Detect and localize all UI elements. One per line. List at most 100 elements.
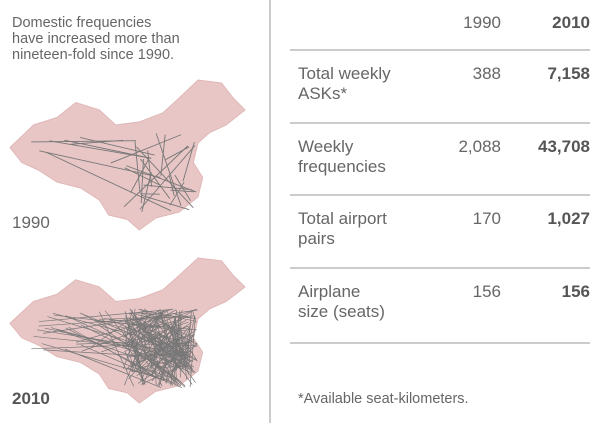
caption-line: nineteen-fold since 1990. xyxy=(12,47,174,63)
route xyxy=(81,308,197,352)
row-label: frequencies xyxy=(298,157,386,176)
route xyxy=(141,338,174,353)
route xyxy=(156,359,165,380)
row-label: Airplane xyxy=(298,282,360,301)
route xyxy=(189,317,196,388)
route xyxy=(134,141,141,193)
row-label: size (seats) xyxy=(298,302,385,321)
route xyxy=(127,317,185,358)
route xyxy=(99,311,135,387)
route xyxy=(65,327,183,389)
cell-value: 388 xyxy=(473,64,501,83)
map xyxy=(9,257,246,404)
route xyxy=(130,309,181,370)
route xyxy=(79,137,155,156)
row-label: Weekly xyxy=(298,137,354,156)
route xyxy=(103,318,163,327)
route xyxy=(155,133,182,206)
route xyxy=(99,321,189,343)
route xyxy=(76,341,130,345)
route xyxy=(131,310,144,373)
cell-value: 1,027 xyxy=(547,209,590,228)
route xyxy=(75,314,173,343)
row-label: ASKs* xyxy=(298,84,348,103)
route xyxy=(157,337,164,353)
route xyxy=(166,369,186,387)
column-header: 1990 xyxy=(463,13,501,32)
row-label: Total airport xyxy=(298,209,387,228)
route xyxy=(43,349,144,357)
route xyxy=(130,321,163,387)
route xyxy=(132,322,194,363)
route xyxy=(162,337,194,370)
cell-value: 7,158 xyxy=(547,64,590,83)
map xyxy=(9,79,246,231)
column-header: 2010 xyxy=(552,13,590,32)
route xyxy=(47,316,177,357)
route xyxy=(150,325,174,367)
route xyxy=(98,316,168,320)
route xyxy=(165,146,190,161)
route xyxy=(139,145,196,210)
route xyxy=(153,309,183,373)
route xyxy=(39,150,161,178)
route xyxy=(132,312,137,318)
route xyxy=(170,189,195,193)
route xyxy=(173,310,180,383)
route xyxy=(163,309,196,329)
route xyxy=(142,354,181,357)
route xyxy=(140,323,171,382)
route xyxy=(139,317,198,361)
route xyxy=(70,139,124,145)
route xyxy=(110,134,182,164)
route xyxy=(154,317,172,344)
route xyxy=(173,313,192,319)
map-label: 1990 xyxy=(12,213,50,232)
map-label: 2010 xyxy=(12,389,50,408)
caption-line: Domestic frequencies xyxy=(12,15,151,31)
footnote: *Available seat-kilometers. xyxy=(298,391,469,407)
map-shape xyxy=(9,79,246,231)
route xyxy=(124,350,139,386)
route xyxy=(165,368,170,383)
route xyxy=(138,308,194,322)
route xyxy=(129,332,174,386)
route xyxy=(49,140,152,159)
route xyxy=(168,175,175,197)
route xyxy=(136,314,149,318)
route xyxy=(174,174,191,201)
cell-value: 43,708 xyxy=(538,137,590,156)
route xyxy=(124,311,142,370)
route xyxy=(91,319,131,347)
route xyxy=(45,151,171,212)
route xyxy=(143,184,192,191)
route xyxy=(141,194,190,211)
caption-line: have increased more than xyxy=(12,31,180,47)
route xyxy=(122,323,167,348)
cell-value: 156 xyxy=(473,282,501,301)
route xyxy=(38,318,145,327)
route xyxy=(50,327,139,359)
route xyxy=(41,343,173,383)
route xyxy=(176,358,182,362)
cell-value: 2,088 xyxy=(458,137,501,156)
cell-value: 156 xyxy=(562,282,590,301)
route xyxy=(97,323,182,383)
route xyxy=(166,319,183,366)
route xyxy=(64,348,162,388)
route xyxy=(188,336,193,363)
route xyxy=(177,317,182,320)
route xyxy=(53,314,187,332)
maps xyxy=(9,79,246,404)
route xyxy=(164,334,195,365)
route xyxy=(130,360,138,365)
row-label: pairs xyxy=(298,229,335,248)
route xyxy=(163,352,179,387)
route xyxy=(80,344,172,384)
route xyxy=(133,328,143,379)
cell-value: 170 xyxy=(473,209,501,228)
route xyxy=(123,346,132,370)
